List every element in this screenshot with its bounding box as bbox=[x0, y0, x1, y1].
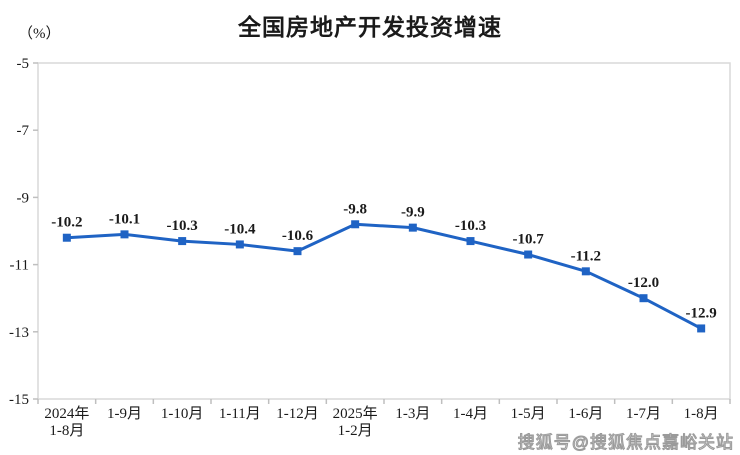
data-point-marker bbox=[62, 233, 71, 242]
data-point-label: -10.3 bbox=[167, 218, 198, 234]
data-point-marker bbox=[697, 324, 706, 333]
y-axis-tick-label: -9 bbox=[17, 190, 30, 206]
data-point-marker bbox=[120, 230, 129, 239]
y-axis-tick-label: -15 bbox=[9, 392, 29, 408]
data-point-label: -10.1 bbox=[109, 211, 140, 227]
data-point-marker bbox=[293, 247, 302, 256]
data-point-label: -12.9 bbox=[686, 305, 717, 321]
data-line bbox=[65, 222, 703, 330]
data-point-label: -10.7 bbox=[513, 232, 545, 248]
x-axis-category-label: 1-11月 bbox=[219, 406, 261, 422]
data-point-marker bbox=[235, 240, 244, 249]
x-axis-category-label: 1-6月 bbox=[568, 406, 603, 422]
data-point-label: -10.6 bbox=[282, 228, 314, 244]
x-axis-category-label: 2025年 1-2月 bbox=[333, 405, 378, 439]
x-axis-category-label: 1-7月 bbox=[626, 406, 661, 422]
x-axis-category-label: 1-5月 bbox=[511, 406, 546, 422]
x-axis-category-label: 2024年 1-8月 bbox=[44, 405, 89, 439]
data-point-label: -9.8 bbox=[343, 201, 367, 217]
data-point-marker bbox=[351, 220, 360, 229]
y-axis-tick-label: -5 bbox=[17, 56, 30, 72]
x-axis-category-label: 1-8月 bbox=[684, 406, 719, 422]
x-axis-category-label: 1-3月 bbox=[395, 406, 430, 422]
plot-area-border bbox=[37, 62, 731, 400]
data-point-marker bbox=[178, 237, 187, 246]
data-point-marker bbox=[466, 237, 475, 246]
data-point-label: -9.9 bbox=[401, 205, 425, 221]
y-axis-tick-label: -13 bbox=[9, 325, 29, 341]
x-axis-category-label: 1-10月 bbox=[161, 406, 204, 422]
y-axis-tick-label: -7 bbox=[17, 123, 30, 139]
chart-title: 全国房地产开发投资增速 bbox=[238, 14, 502, 40]
data-point-label: -12.0 bbox=[628, 275, 659, 291]
data-point-marker bbox=[639, 294, 648, 303]
y-axis-unit-label: （%） bbox=[18, 26, 61, 42]
data-point-marker bbox=[581, 267, 590, 276]
x-axis-category-label: 1-12月 bbox=[276, 406, 319, 422]
x-axis-category-label: 1-4月 bbox=[453, 406, 488, 422]
data-point-label: -10.4 bbox=[224, 221, 256, 237]
data-point-marker bbox=[408, 223, 417, 232]
x-axis-category-label: 1-9月 bbox=[107, 406, 142, 422]
data-point-label: -10.3 bbox=[455, 218, 486, 234]
data-point-label: -10.2 bbox=[51, 215, 82, 231]
data-point-label: -11.2 bbox=[571, 248, 601, 264]
data-point-marker bbox=[524, 250, 533, 259]
watermark: 搜狐号@搜狐焦点嘉峪关站 bbox=[517, 433, 734, 453]
y-axis-tick-label: -11 bbox=[10, 258, 29, 274]
